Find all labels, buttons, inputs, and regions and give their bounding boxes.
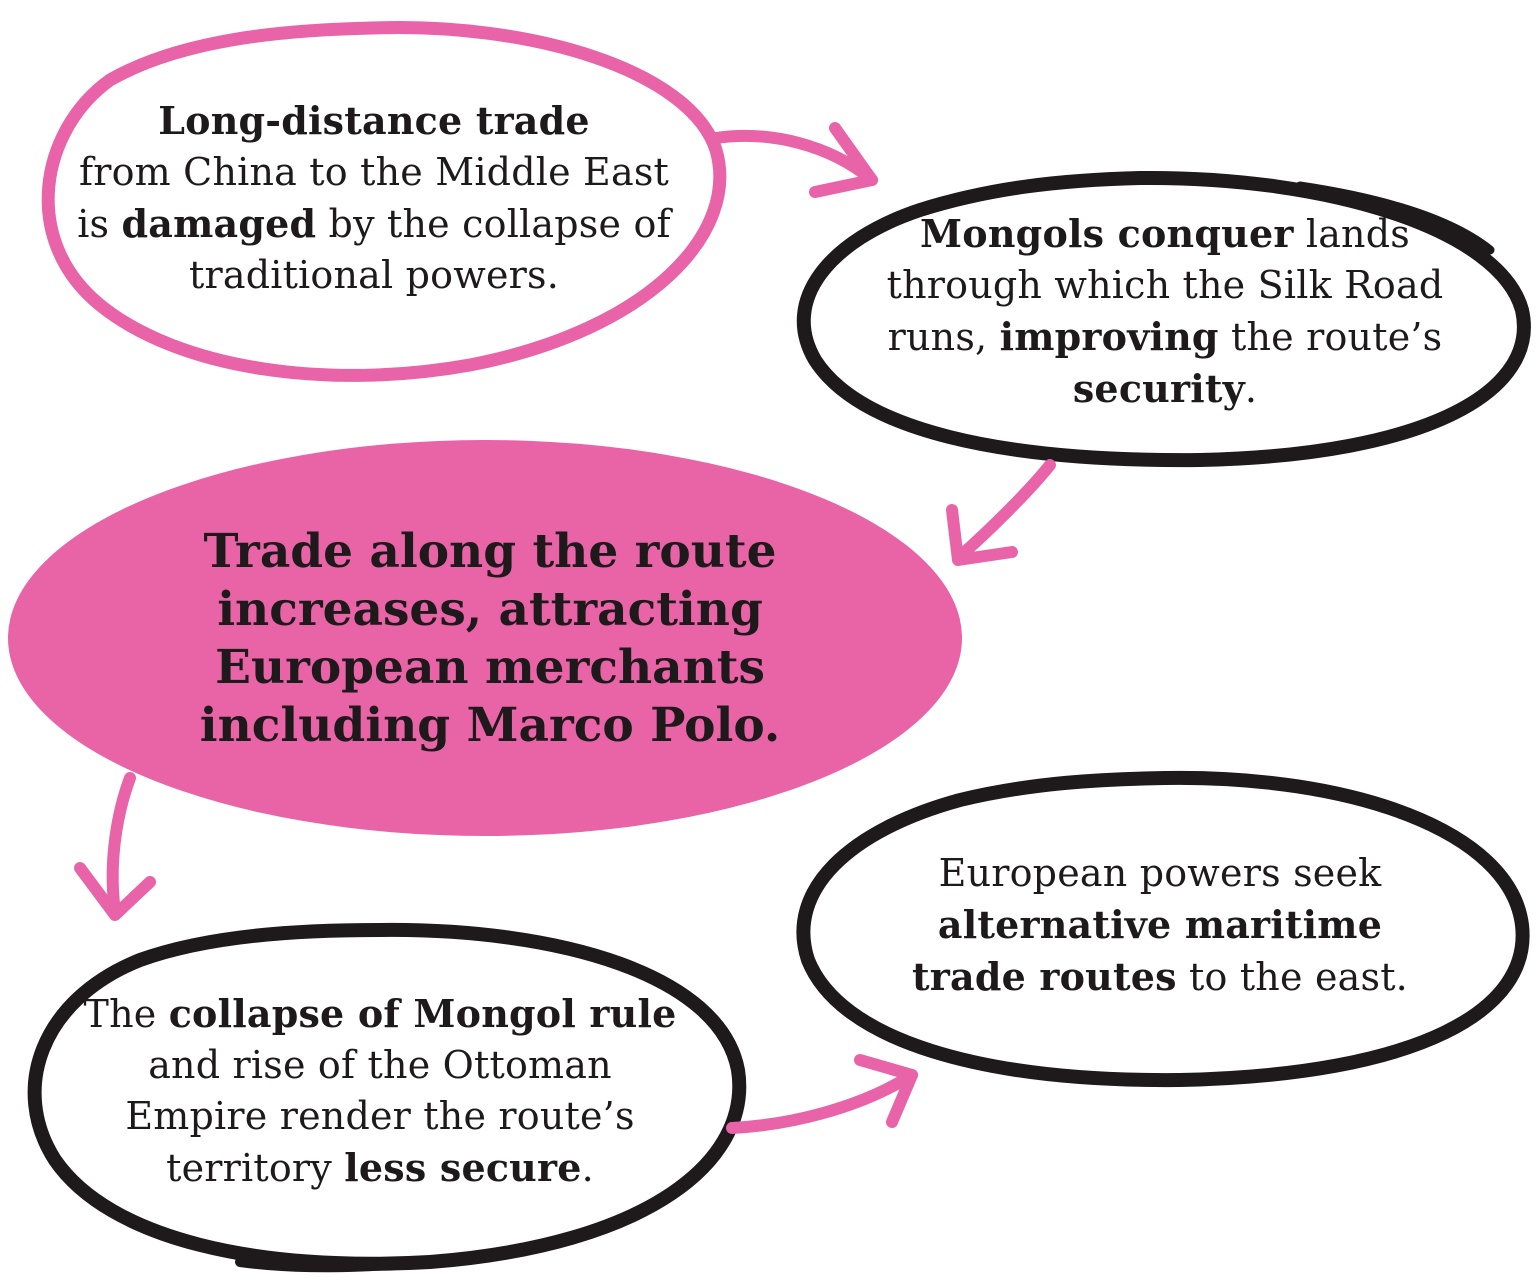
central-node-fill [8, 440, 962, 836]
node4-text: The collapse of Mongol rule and rise of … [80, 988, 680, 1194]
arrow-central-to-node4 [74, 772, 156, 921]
central-node-text: Trade along the route increases, attract… [199, 524, 781, 753]
node1-text: Long-distance trade from China to the Mi… [60, 95, 688, 301]
arrow-node1-to-node2 [710, 122, 878, 198]
node2-body-1: lands through which the Silk Road runs, [886, 212, 1444, 359]
node2-outline [796, 170, 1531, 468]
node1-bold-heading: Long-distance trade [158, 98, 590, 143]
node4-body-2: and rise of the Ottoman Empire render th… [125, 1043, 635, 1190]
node2-bold-heading: Mongols conquer [920, 211, 1294, 256]
node1-outline [41, 21, 727, 382]
node2-bold-improving: improving [999, 314, 1219, 359]
node5-body-1: European powers seek [938, 851, 1382, 895]
node4-bold-less-secure: less secure [344, 1145, 582, 1190]
node4-outline [27, 922, 747, 1273]
arrow-node4-to-node5 [726, 1054, 918, 1134]
node1-body-2: by the collapse of traditional powers. [189, 202, 671, 297]
node4-bold-collapse: collapse of Mongol rule [168, 991, 677, 1036]
node1-bold-damaged: damaged [121, 201, 317, 246]
node5-outline [796, 770, 1530, 1088]
node4-body-1: The [83, 992, 169, 1036]
node2-text: Mongols conquer lands through which the … [862, 208, 1468, 415]
node4-body-3: . [581, 1146, 594, 1190]
node5-body-2: to the east. [1176, 955, 1408, 999]
node2-body-3: . [1244, 367, 1258, 411]
node5-bold-alternative: alternative maritime trade routes [912, 902, 1383, 999]
node1-body-1: from China to the Middle East is [77, 150, 670, 246]
node5-text: European powers seek alternative maritim… [880, 848, 1440, 1003]
arrow-node2-to-central [946, 459, 1056, 566]
node2-body-2: the route’s [1218, 315, 1443, 359]
node2-bold-security: security [1072, 366, 1245, 411]
